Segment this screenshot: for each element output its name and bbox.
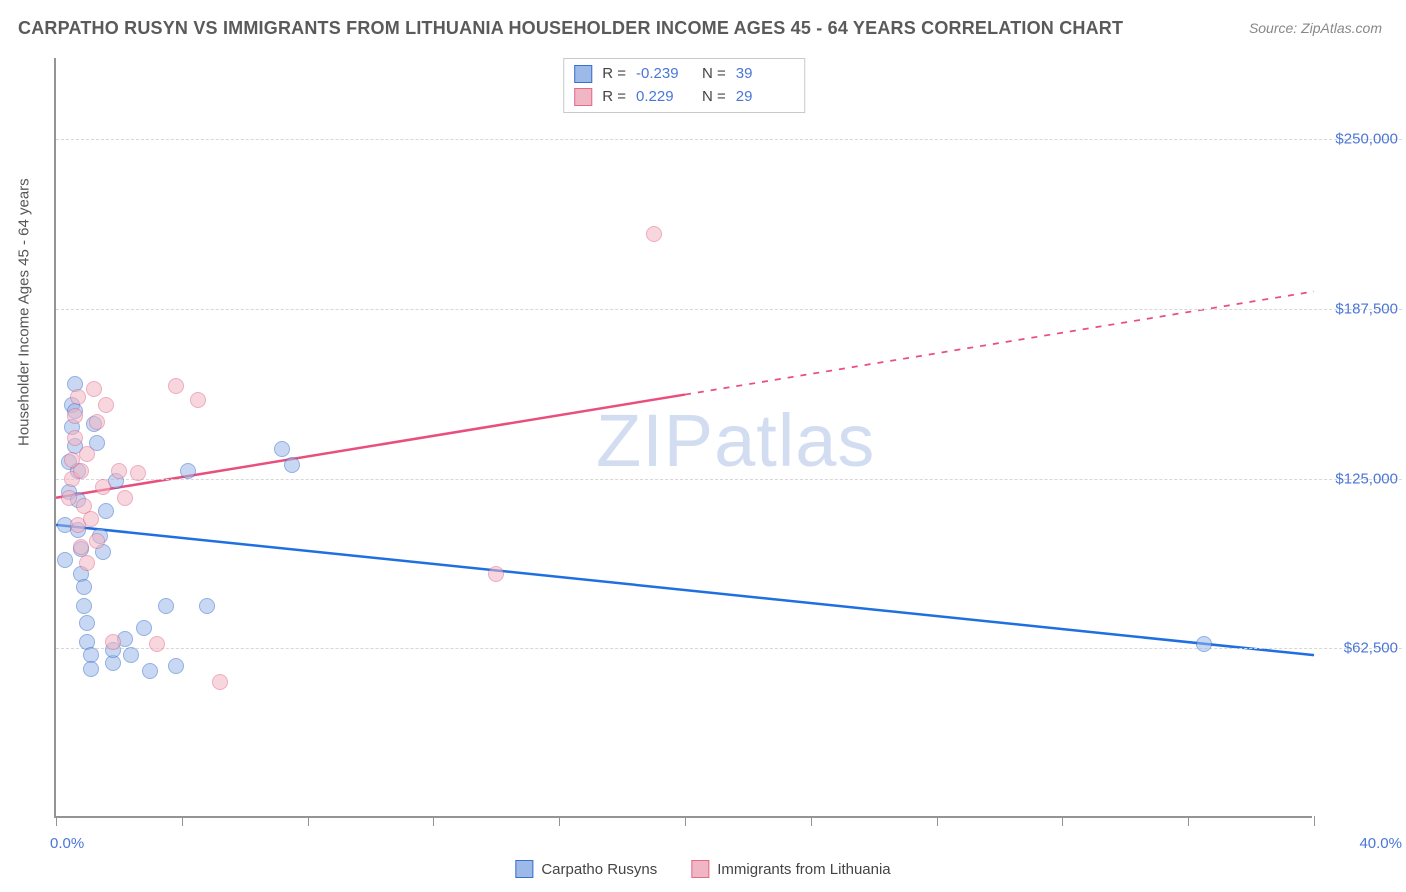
data-point [83,511,99,527]
data-point [136,620,152,636]
y-tick-label: $125,000 [1335,470,1398,487]
data-point [105,634,121,650]
series-legend: Carpatho Rusyns Immigrants from Lithuania [515,860,890,878]
stats-row: R = 0.229 N = 29 [574,86,792,109]
y-tick-label: $187,500 [1335,301,1398,318]
trendline-solid [56,525,1314,655]
data-point [83,661,99,677]
data-point [111,463,127,479]
data-point [98,397,114,413]
y-axis-title: Householder Income Ages 45 - 64 years [16,178,33,446]
trendline-solid [56,395,685,498]
legend-swatch [515,860,533,878]
source-attribution: Source: ZipAtlas.com [1249,20,1382,36]
data-point [168,658,184,674]
plot-area: ZIPatlas R =-0.239N =39R =0.229N =29 $62… [54,58,1312,818]
data-point [98,503,114,519]
data-point [89,414,105,430]
n-value: 29 [736,86,792,109]
legend-item: Carpatho Rusyns [515,860,657,878]
stats-row: R = -0.239 N = 39 [574,63,792,86]
x-tick [308,816,309,826]
data-point [190,392,206,408]
x-tick [559,816,560,826]
legend-item: Immigrants from Lithuania [691,860,890,878]
data-point [67,408,83,424]
legend-label: Carpatho Rusyns [541,861,657,878]
legend-swatch [574,88,592,106]
data-point [79,555,95,571]
data-point [79,615,95,631]
chart-container: CARPATHO RUSYN VS IMMIGRANTS FROM LITHUA… [0,0,1406,892]
r-value: 0.229 [636,86,692,109]
chart-title: CARPATHO RUSYN VS IMMIGRANTS FROM LITHUA… [18,18,1123,39]
n-label: N = [702,63,726,86]
x-label-min: 0.0% [50,835,84,852]
r-label: R = [602,86,626,109]
x-tick [1062,816,1063,826]
gridline [56,479,1402,480]
y-tick-label: $250,000 [1335,131,1398,148]
data-point [130,465,146,481]
data-point [488,566,504,582]
x-tick [811,816,812,826]
data-point [67,430,83,446]
gridline [56,309,1402,310]
data-point [61,490,77,506]
data-point [73,539,89,555]
data-point [95,479,111,495]
trendlines-layer [56,58,1312,816]
data-point [646,226,662,242]
x-tick [685,816,686,826]
data-point [123,647,139,663]
legend-swatch [574,65,592,83]
data-point [117,490,133,506]
x-label-max: 40.0% [1359,835,1402,852]
legend-label: Immigrants from Lithuania [717,861,890,878]
data-point [1196,636,1212,652]
x-tick [1188,816,1189,826]
data-point [142,663,158,679]
data-point [57,552,73,568]
data-point [76,579,92,595]
data-point [180,463,196,479]
r-label: R = [602,63,626,86]
data-point [149,636,165,652]
gridline [56,139,1402,140]
n-label: N = [702,86,726,109]
data-point [73,463,89,479]
data-point [168,378,184,394]
x-tick [937,816,938,826]
data-point [76,598,92,614]
data-point [79,446,95,462]
data-point [89,533,105,549]
x-tick [1314,816,1315,826]
trendline-dashed [685,291,1314,394]
stats-legend: R = -0.239 N = 39 R = 0.229 N = 29 [563,58,805,113]
data-point [274,441,290,457]
data-point [212,674,228,690]
data-point [284,457,300,473]
r-value: -0.239 [636,63,692,86]
x-tick [56,816,57,826]
data-point [70,389,86,405]
n-value: 39 [736,63,792,86]
x-tick [182,816,183,826]
data-point [86,381,102,397]
data-point [199,598,215,614]
legend-swatch [691,860,709,878]
y-tick-label: $62,500 [1344,640,1398,657]
data-point [158,598,174,614]
x-tick [433,816,434,826]
